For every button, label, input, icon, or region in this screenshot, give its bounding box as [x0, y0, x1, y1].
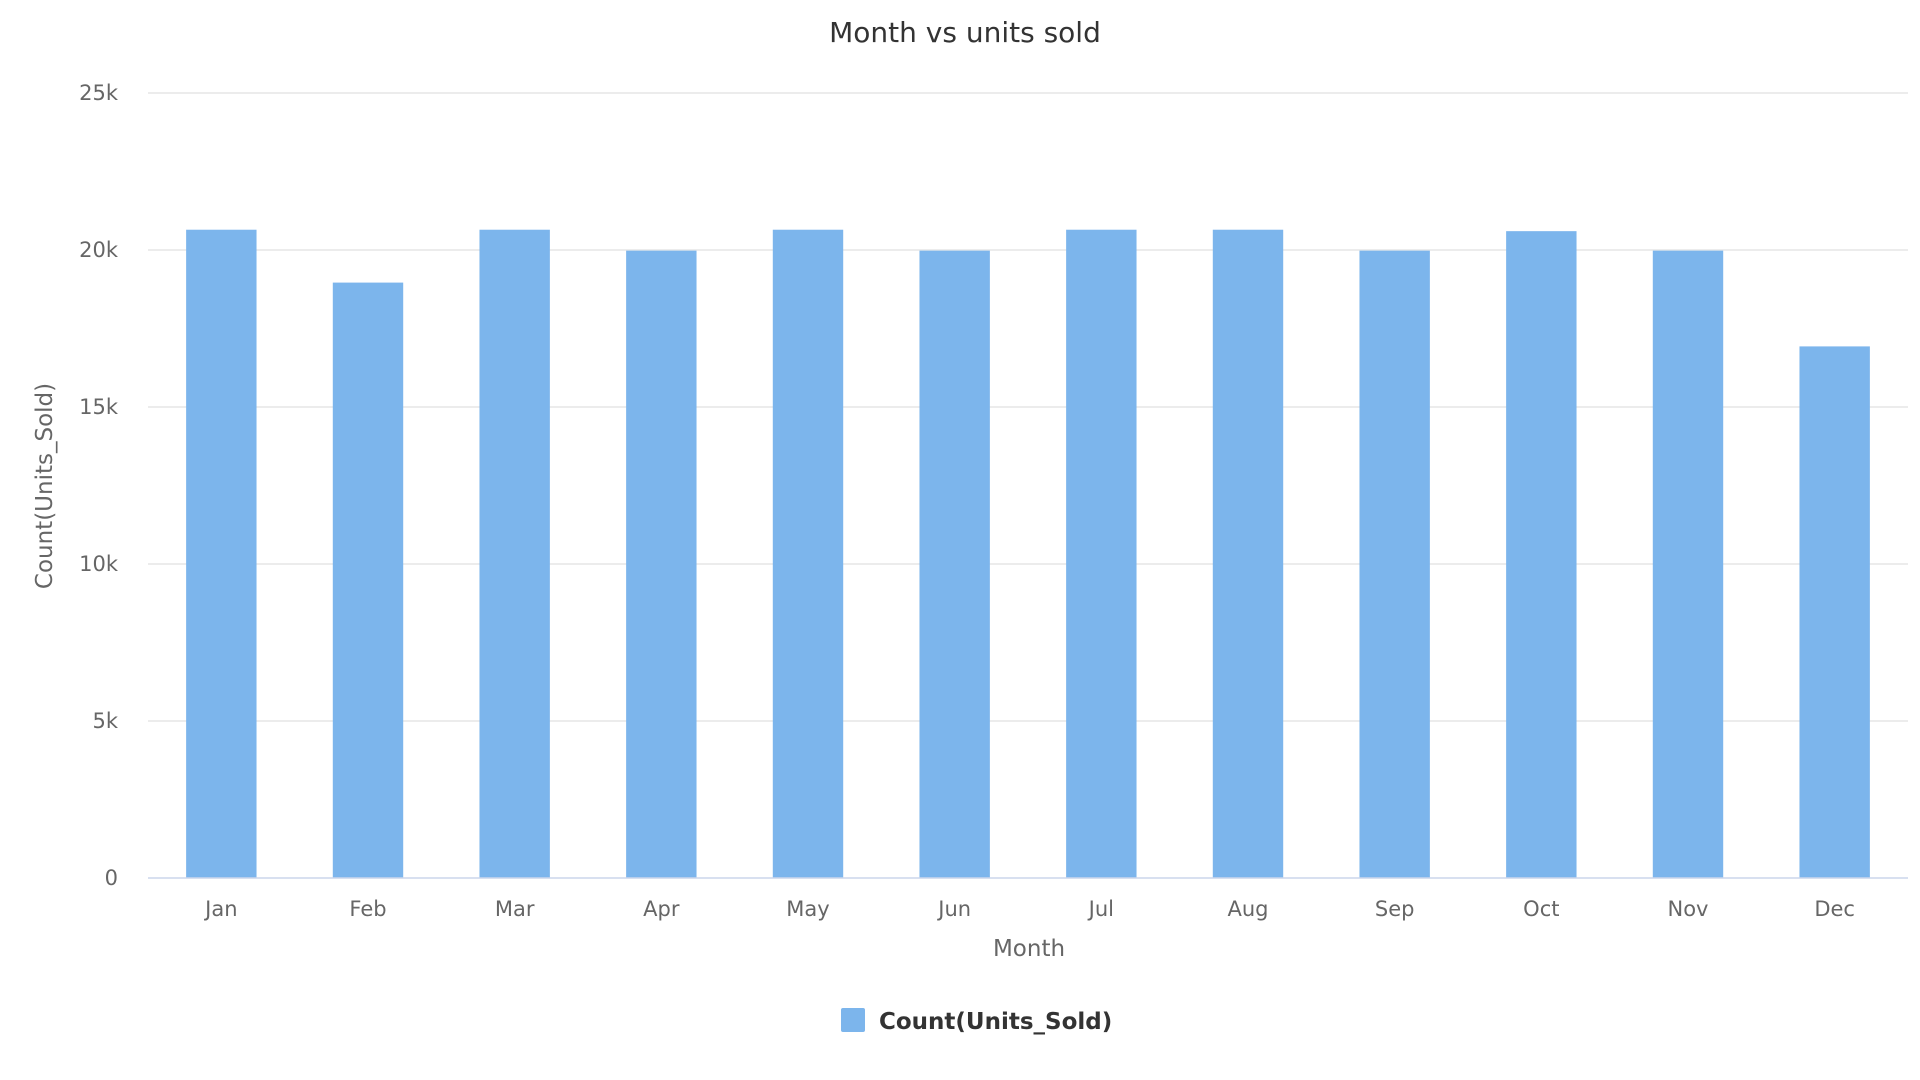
y-tick-label: 15k	[79, 395, 119, 419]
y-tick-label: 25k	[79, 81, 119, 105]
x-tick-label: Aug	[1227, 897, 1268, 921]
x-tick-label: Mar	[495, 897, 535, 921]
bar-sep[interactable]	[1359, 250, 1430, 879]
bar-jan[interactable]	[186, 229, 257, 879]
x-tick-label: Jun	[936, 897, 971, 921]
y-tick-label: 20k	[79, 238, 119, 262]
x-tick-label: May	[786, 897, 829, 921]
bar-oct[interactable]	[1506, 231, 1577, 878]
x-tick-label: Feb	[349, 897, 386, 921]
x-tick-label: Dec	[1814, 897, 1855, 921]
y-axis-ticks: 0 5k 10k 15k 20k 25k	[79, 81, 119, 890]
x-axis-ticks: Jan Feb Mar Apr May Jun Jul Aug Sep Oct Nov Dec	[203, 897, 1855, 921]
bar-nov[interactable]	[1652, 250, 1724, 879]
bar-aug[interactable]	[1212, 229, 1284, 879]
x-tick-label: Jul	[1087, 897, 1114, 921]
y-tick-label: 0	[105, 866, 118, 890]
bar-apr[interactable]	[626, 250, 697, 879]
y-tick-label: 5k	[92, 709, 118, 733]
bar-dec[interactable]	[1799, 346, 1870, 878]
bar-jun[interactable]	[919, 250, 990, 879]
x-tick-label: Sep	[1375, 897, 1415, 921]
bar-may[interactable]	[772, 229, 844, 879]
bar-feb[interactable]	[332, 282, 404, 878]
chart-title: Month vs units sold	[829, 16, 1101, 49]
y-tick-label: 10k	[79, 552, 119, 576]
bar-series[interactable]	[186, 229, 1870, 879]
x-tick-label: Oct	[1523, 897, 1559, 921]
y-axis-title: Count(Units_Sold)	[32, 383, 58, 589]
gridlines	[148, 92, 1908, 722]
legend-swatch	[841, 1008, 865, 1032]
bar-mar[interactable]	[479, 229, 550, 879]
x-tick-label: Nov	[1668, 897, 1709, 921]
x-axis-title: Month	[993, 936, 1065, 962]
x-tick-label: Jan	[203, 897, 237, 921]
legend[interactable]: Count(Units_Sold)	[841, 1008, 1112, 1035]
legend-label[interactable]: Count(Units_Sold)	[879, 1009, 1112, 1035]
x-tick-label: Apr	[643, 897, 680, 921]
bar-jul[interactable]	[1066, 229, 1137, 879]
